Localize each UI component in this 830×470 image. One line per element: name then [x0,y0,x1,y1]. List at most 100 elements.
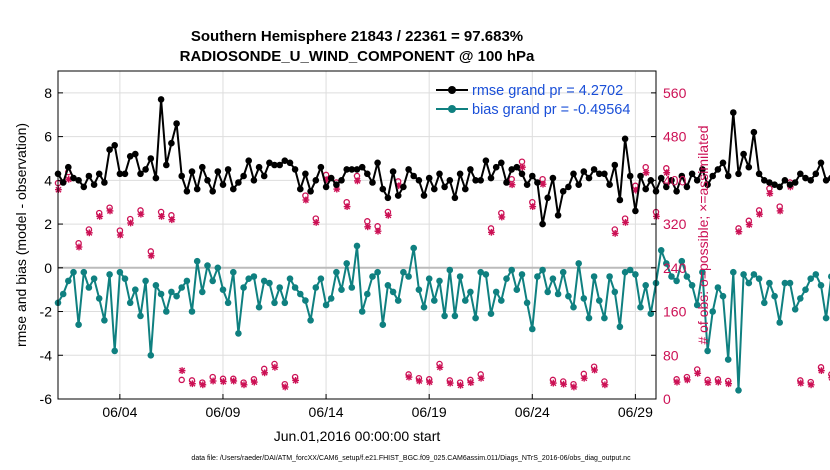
rmse-point [116,170,124,178]
chart-title-line-1: Southern Hemisphere 21843 / 22361 = 97.6… [191,28,523,45]
bias-point [358,308,366,315]
asterisk-stroke [261,369,268,376]
left-tick-label: -4 [40,347,53,363]
rmse-point [199,163,206,171]
obs-assimilated-marker [405,373,413,381]
bias-point [632,271,639,278]
asterisk-stroke [344,203,351,210]
bias-point [503,275,510,283]
obs-assimilated-marker [539,180,547,188]
rmse-point [467,166,474,173]
bias-point [668,273,675,280]
asterisk-stroke [808,381,815,388]
bias-point [126,299,134,307]
bias-point [405,273,412,280]
rmse-point [281,157,289,164]
right-y-axis: 0 80 160 240 320 400 480 560 [651,85,687,407]
rmse-point [534,179,541,186]
bias-point [333,268,340,276]
rmse-point [307,188,314,195]
rmse-point [230,185,237,193]
rmse-point [209,188,216,195]
rmse-point [518,170,526,178]
bias-point [137,312,144,320]
asterisk-stroke [354,177,361,184]
obs-assimilated-marker [374,227,382,235]
rmse-point [688,170,696,178]
rmse-point [132,150,139,158]
bias-point [802,286,809,294]
bias-point [657,247,665,254]
obs-assimilated-marker [220,378,227,385]
bias-point [673,277,680,285]
asterisk-stroke [179,367,186,374]
rmse-point [240,172,247,180]
bias-point [554,290,562,298]
rmse-point [781,177,789,184]
rmse-point [704,181,711,188]
plot-area-frame [57,70,657,400]
obs-possible-marker [518,158,526,165]
legend-rmse-label: rmse grand pr = 4.2702 [472,83,623,99]
bias-point [797,295,804,302]
asterisk-stroke [148,252,155,259]
asterisk-stroke [158,213,165,220]
rmse-point [75,177,82,184]
obs-assimilated-marker [384,211,392,219]
x-tick-label: 06/04 [102,404,137,420]
obs-assimilated-marker [281,383,289,391]
asterisk-stroke [86,229,93,236]
obs-assimilated-marker [477,374,485,382]
obs-assimilated-marker [240,381,248,389]
rmse-point [663,183,670,191]
asterisk-stroke [570,383,577,390]
asterisk-stroke [189,380,196,387]
obs-assimilated-marker [580,374,588,382]
obs-assimilated-marker [137,210,145,218]
bias-point [193,257,201,265]
asterisk-stroke [519,164,526,171]
bias-point [420,303,428,311]
rmse-point [250,177,258,184]
right-tick-label: 560 [663,85,687,101]
bias-point [178,284,185,291]
asterisk-stroke [364,223,371,230]
rmse-point [575,181,582,188]
rmse-point [410,172,418,180]
right-y-axis-label: # of obs: o=possible; ×=assimilated [695,125,711,344]
rmse-point [673,188,680,195]
left-tick-label: -6 [40,391,53,407]
left-y-axis-label: rmse and bias (model - observation) [13,123,29,347]
bias-point [364,290,371,298]
bias-point [101,317,108,324]
obs-assimilated-marker [745,221,753,228]
rmse-point [523,181,531,188]
bias-point [240,284,247,291]
bias-point [477,268,485,276]
obs-assimilated-marker [271,363,279,371]
obs-assimilated-marker [312,219,320,226]
rmse-point [101,179,108,186]
rmse-point [142,166,149,173]
bias-point [374,268,381,276]
bias-point [384,282,392,289]
bias-line [57,244,830,392]
bias-point [565,292,572,300]
asterisk-stroke [251,379,258,386]
bias-point [626,266,634,274]
bias-point [791,306,799,313]
legend-bias-marker [448,105,456,113]
bias-point [307,317,314,324]
rmse-point [255,163,263,171]
rmse-point [596,170,603,178]
left-tick-label: 2 [44,216,52,232]
asterisk-stroke [591,367,598,374]
bias-point [446,266,454,274]
obs-possible-marker [508,175,515,183]
asterisk-stroke [96,213,103,220]
bias-point [570,303,577,311]
bias-point [482,271,490,278]
rmse-point [312,177,320,184]
bias-point [204,262,211,269]
obs-assimilated-marker [776,207,784,215]
